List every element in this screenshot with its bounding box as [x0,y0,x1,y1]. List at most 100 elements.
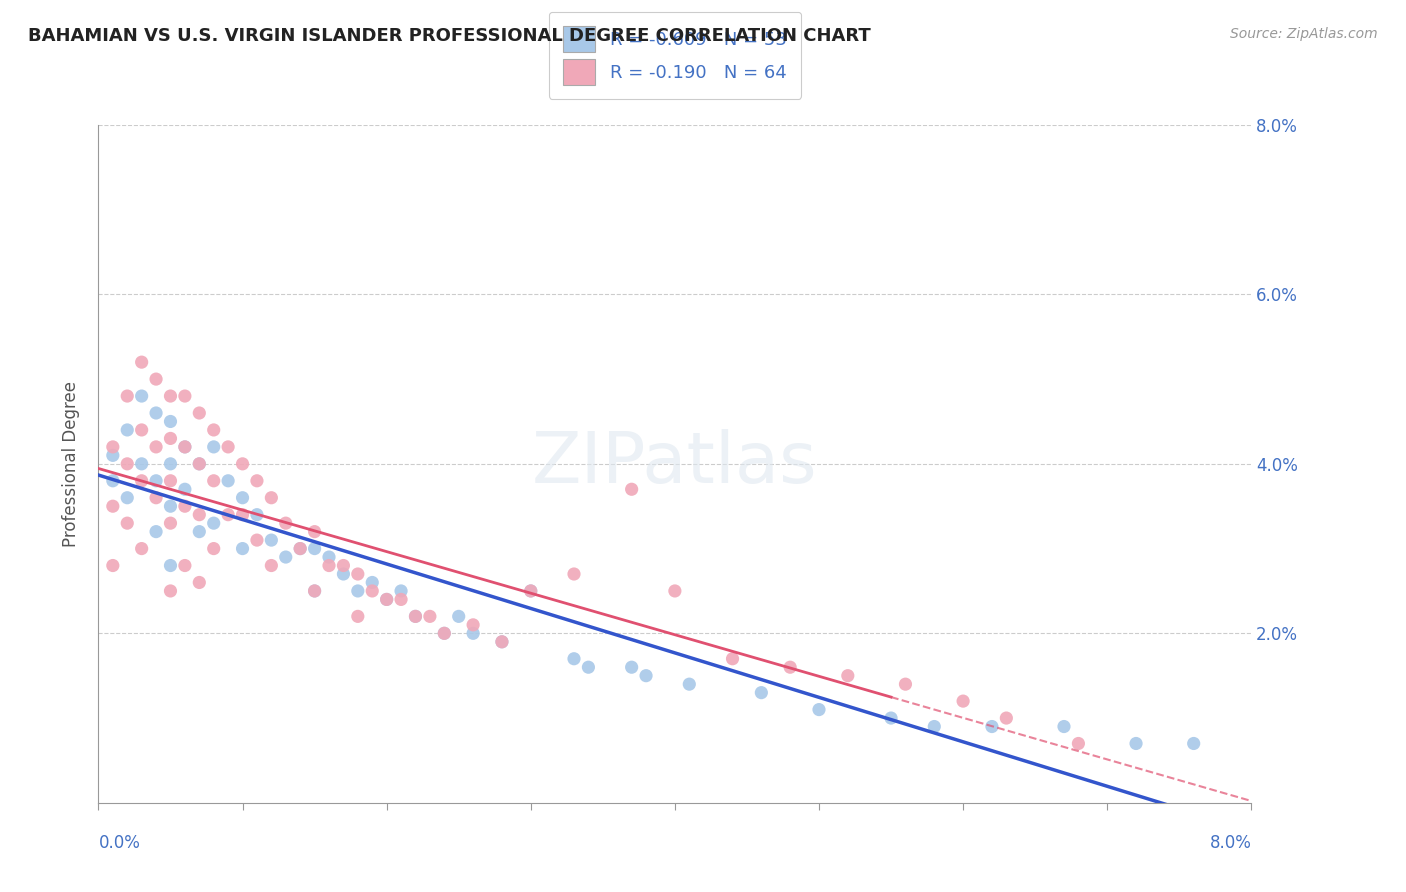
Point [1067,737,1090,751]
Point [101,449,124,463]
Point [174,500,197,514]
Point [260,533,283,548]
Point [117,423,139,437]
Text: 0.0%: 0.0% [98,834,141,852]
Point [101,558,124,573]
Point [894,677,917,691]
Point [246,533,269,548]
Text: 8.0%: 8.0% [1209,834,1251,852]
Point [304,584,326,599]
Point [952,694,974,708]
Point [807,703,830,717]
Point [678,677,700,691]
Point [159,516,181,530]
Text: ZIPatlas: ZIPatlas [531,429,818,499]
Point [117,389,139,403]
Point [101,500,124,514]
Point [159,432,181,446]
Point [231,541,254,556]
Point [145,440,167,454]
Point [375,592,398,607]
Point [562,651,585,665]
Point [346,609,368,624]
Point [520,584,543,599]
Point [290,541,312,556]
Point [562,567,585,582]
Point [159,584,181,599]
Point [131,423,153,437]
Y-axis label: Professional Degree: Professional Degree [62,381,80,547]
Point [318,558,340,573]
Point [188,457,211,471]
Point [246,508,269,522]
Point [159,558,181,573]
Point [405,609,427,624]
Point [159,457,181,471]
Point [145,372,167,386]
Point [620,483,643,497]
Point [202,541,225,556]
Point [131,541,153,556]
Point [188,406,211,420]
Point [202,440,225,454]
Point [231,491,254,505]
Point [304,584,326,599]
Point [145,406,167,420]
Point [461,617,484,632]
Point [491,635,513,649]
Point [231,457,254,471]
Point [117,491,139,505]
Point [188,508,211,522]
Point [217,440,239,454]
Point [202,516,225,530]
Point [578,660,600,674]
Point [131,389,153,403]
Point [174,440,197,454]
Point [274,516,297,530]
Point [246,474,269,488]
Point [389,584,412,599]
Point [188,457,211,471]
Point [174,440,197,454]
Point [1053,719,1076,733]
Point [880,711,903,725]
Point [202,474,225,488]
Point [1182,737,1205,751]
Point [304,541,326,556]
Point [202,423,225,437]
Point [419,609,441,624]
Point [620,660,643,674]
Point [117,516,139,530]
Point [375,592,398,607]
Point [188,575,211,590]
Point [174,389,197,403]
Point [361,575,384,590]
Point [174,483,197,497]
Point [131,355,153,369]
Point [159,500,181,514]
Point [433,626,456,640]
Point [101,474,124,488]
Point [520,584,543,599]
Point [664,584,686,599]
Point [461,626,484,640]
Point [174,558,197,573]
Point [231,508,254,522]
Point [433,626,456,640]
Point [131,457,153,471]
Point [779,660,801,674]
Point [405,609,427,624]
Point [159,474,181,488]
Point [145,524,167,539]
Point [1125,737,1147,751]
Point [491,635,513,649]
Text: Source: ZipAtlas.com: Source: ZipAtlas.com [1230,27,1378,41]
Point [389,592,412,607]
Point [188,524,211,539]
Point [217,508,239,522]
Point [159,389,181,403]
Point [260,491,283,505]
Point [346,567,368,582]
Point [290,541,312,556]
Point [101,440,124,454]
